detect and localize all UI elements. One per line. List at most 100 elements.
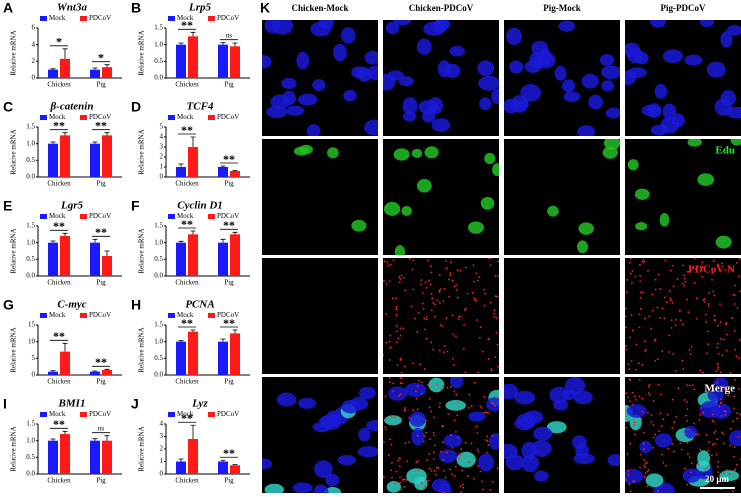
pdcov-signal (626, 291, 628, 294)
edu-nucleus (634, 188, 650, 200)
pdcov-signal (633, 421, 636, 424)
y-tick-label: 5 (32, 354, 36, 362)
legend-label: Mock (49, 113, 66, 121)
pdcov-signal (474, 299, 477, 301)
nucleus (607, 453, 620, 467)
nucleus (682, 468, 701, 483)
pdcov-signal (646, 485, 649, 488)
nucleus (600, 65, 620, 79)
pdcov-signal (425, 419, 427, 422)
y-tick-label: 3 (160, 143, 164, 151)
pdcov-signal (738, 258, 741, 260)
nucleus (625, 42, 641, 57)
pdcov-signal (438, 406, 441, 408)
pdcov-signal (641, 397, 644, 400)
nucleus (443, 434, 463, 448)
pdcov-signal (629, 379, 631, 381)
pdcov-signal (476, 432, 479, 434)
pdcov-signal (627, 473, 630, 476)
pdcov-signal (434, 303, 437, 306)
pdcov-signal (630, 360, 633, 362)
pdcov-signal (627, 396, 629, 399)
pdcov-signal (455, 289, 458, 291)
x-tick-label: Pig (224, 378, 234, 386)
column-label: Chicken-PDCoV (409, 3, 474, 13)
nucleus (296, 51, 310, 70)
pdcov-signal (429, 438, 431, 441)
pdcov-signal (475, 272, 478, 275)
pdcov-signal (722, 442, 725, 445)
pdcov-signal (470, 405, 473, 408)
pdcov-signal (698, 419, 701, 422)
pdcov-signal (432, 458, 435, 460)
pdcov-signal (386, 261, 389, 264)
pdcov-signal (633, 424, 635, 426)
pdcov-signal (638, 378, 641, 381)
nucleus (318, 20, 334, 30)
pdcov-signal (405, 479, 408, 481)
bar (60, 351, 70, 375)
pdcov-signal (473, 381, 476, 384)
pdcov-signal (428, 397, 431, 400)
error-bar (92, 438, 98, 441)
pdcov-signal (671, 398, 674, 401)
pdcov-signal (410, 305, 413, 308)
y-axis-label: Relative mRNA (10, 30, 18, 75)
micrograph-content (383, 258, 499, 374)
x-tick-label: Chicken (47, 180, 71, 188)
column-label: Chicken-Mock (292, 3, 349, 13)
pdcov-signal (426, 384, 429, 386)
pdcov-signal (673, 421, 676, 423)
pdcov-signal (641, 411, 644, 413)
pdcov-signal (427, 479, 430, 482)
legend-label: Mock (177, 14, 194, 22)
y-tick-label: 1.5 (154, 24, 163, 32)
legend-label: PDCoV (89, 410, 111, 418)
pdcov-signal (479, 470, 482, 473)
y-tick-label: 4 (32, 40, 36, 48)
legend-label: Mock (49, 410, 66, 418)
pdcov-signal (688, 349, 691, 351)
edu-nucleus (576, 240, 589, 254)
pdcov-signal (429, 265, 432, 268)
edu-nucleus (687, 139, 702, 147)
error-bar (232, 170, 238, 171)
pdcov-signal (687, 428, 689, 431)
pdcov-signal (442, 459, 445, 461)
nucleus (340, 27, 356, 44)
pdcov-signal (652, 400, 655, 402)
pdcov-signal (404, 442, 407, 445)
pdcov-signal (480, 406, 483, 409)
nucleus (418, 100, 439, 115)
legend-swatch (168, 412, 175, 417)
x-tick-label: Pig (96, 279, 106, 287)
pdcov-signal (420, 481, 423, 484)
pdcov-signal (666, 413, 669, 416)
nucleus (531, 40, 549, 56)
y-tick-label: 1.5 (154, 321, 163, 329)
error-bar (232, 329, 238, 334)
pdcov-signal (667, 447, 670, 450)
edu-nucleus (401, 205, 412, 216)
pdcov-signal (642, 442, 645, 445)
pdcov-signal (397, 337, 400, 340)
pdcov-signal (677, 387, 680, 390)
nucleus (713, 377, 729, 389)
y-tick-label: 0.5 (154, 354, 163, 362)
pdcov-signal (726, 469, 728, 471)
legend-swatch (208, 313, 215, 318)
pdcov-signal (456, 414, 459, 417)
nucleus (479, 97, 492, 111)
nucleus (699, 400, 722, 419)
chart-title: TCF4 (187, 101, 214, 113)
significance-label: ** (181, 217, 193, 231)
pdcov-signal (399, 359, 402, 361)
pdcov-signal (496, 295, 499, 298)
legend-swatch (40, 16, 47, 21)
pdcov-signal (442, 470, 445, 472)
pdcov-signal (383, 353, 385, 356)
nucleus (384, 415, 402, 426)
pdcov-signal (724, 389, 727, 392)
chart-title: Cyclin D1 (177, 200, 223, 212)
nucleus (341, 399, 361, 414)
